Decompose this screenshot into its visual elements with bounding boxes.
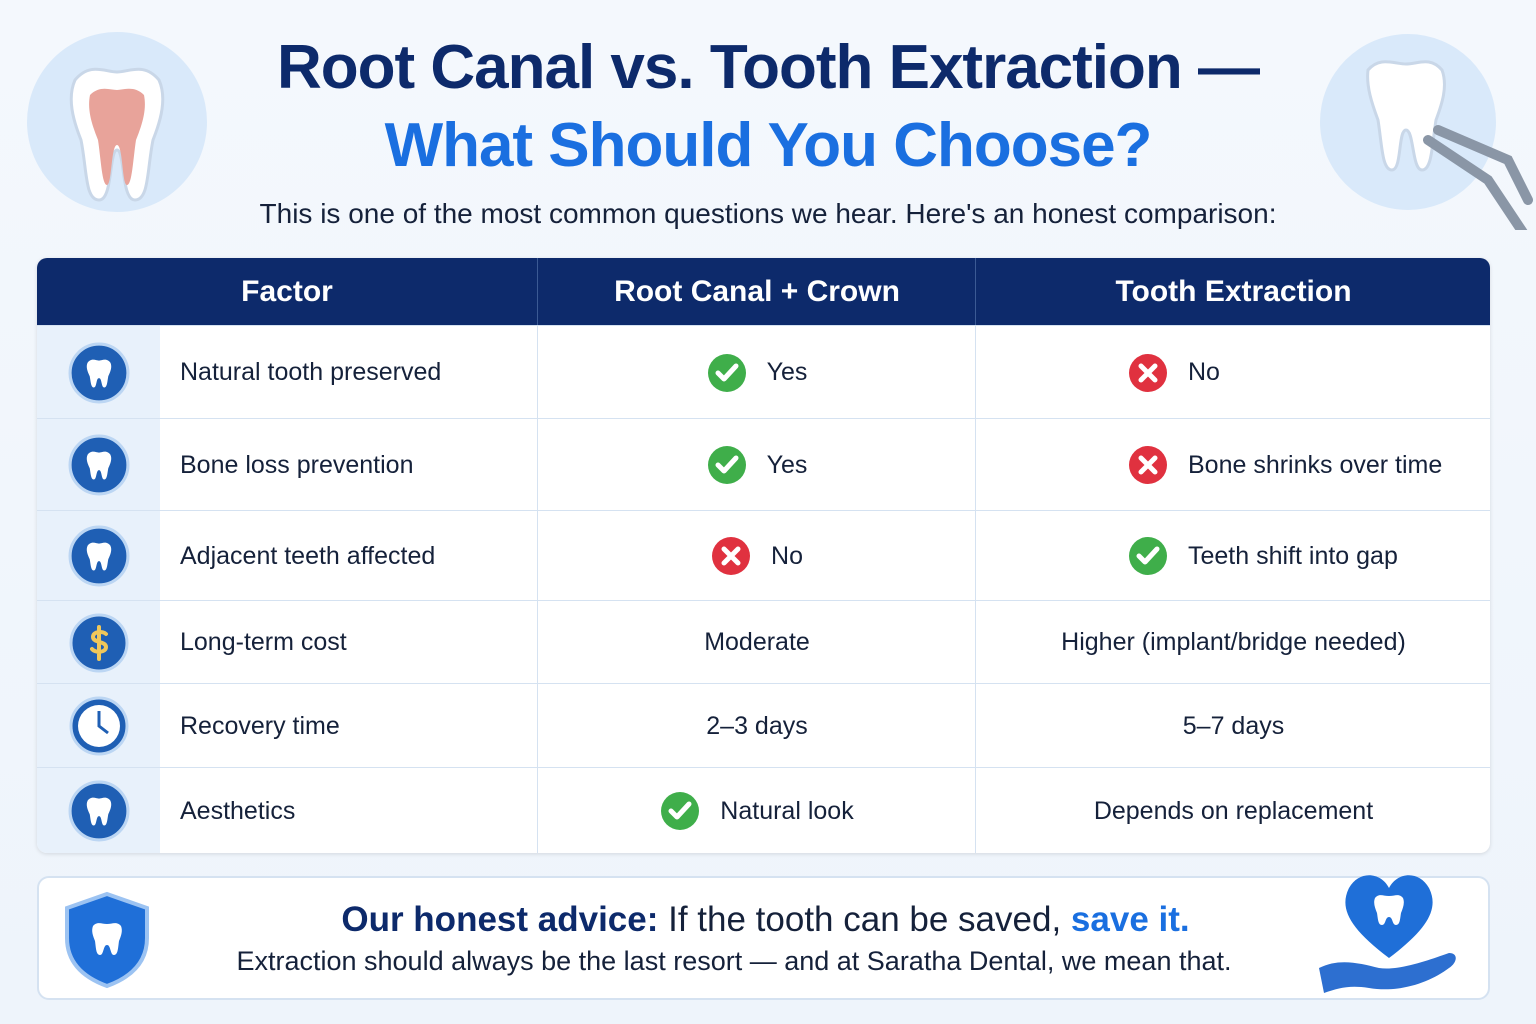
cell: No <box>1188 358 1220 386</box>
advice-emphasis: save it. <box>1070 900 1190 939</box>
comparison-table: Factor Root Canal + Crown Tooth Extracti… <box>37 258 1490 853</box>
check-icon <box>707 353 747 393</box>
row-icon <box>69 613 128 672</box>
extraction-illustration <box>1320 34 1533 230</box>
advice-box: Our honest advice: If the tooth can be s… <box>37 875 1492 1000</box>
column-header: Root Canal + Crown <box>537 258 976 325</box>
row-icon <box>68 342 130 404</box>
cell: Higher (implant/bridge needed) <box>975 601 1490 684</box>
advice-note: Extraction should always be the last res… <box>236 946 1232 976</box>
row-icon <box>68 434 130 496</box>
heart-hand-icon <box>1319 875 1456 993</box>
cell: Moderate <box>537 601 976 684</box>
title-highlight: What Should You Choose? <box>384 111 1153 180</box>
factor: Recovery time <box>180 711 340 740</box>
advice-text: If the tooth can be saved, <box>668 900 1062 939</box>
cell: Bone shrinks over time <box>1188 450 1443 479</box>
cell: Depends on replacement <box>975 768 1490 853</box>
table-row: Bone loss prevention Yes Bone shrinks ov… <box>37 418 1490 511</box>
factor: Aesthetics <box>180 796 296 825</box>
cell: Natural look <box>720 796 854 825</box>
shield-icon <box>65 891 149 989</box>
root-canal-illustration <box>27 32 207 212</box>
check-icon <box>660 791 700 831</box>
column-header: Factor <box>37 258 537 325</box>
check-icon <box>707 445 747 485</box>
cross-icon <box>1128 445 1168 485</box>
factor: Natural tooth preserved <box>180 358 442 386</box>
advice-line: Our honest advice: If the tooth can be s… <box>39 900 1492 940</box>
subtitle: This is one of the most common questions… <box>259 198 1277 229</box>
cell: 2–3 days <box>537 684 976 768</box>
factor: Long-term cost <box>180 628 347 656</box>
cell: Teeth shift into gap <box>1188 541 1398 570</box>
check-icon <box>1128 536 1168 576</box>
row-icon <box>68 780 130 842</box>
table-row: Recovery time 2–3 days 5–7 days <box>37 683 1490 768</box>
column-header: Tooth Extraction <box>975 258 1490 325</box>
title: Root Canal vs. Tooth Extraction — <box>276 33 1260 102</box>
table-row: Long-term cost Moderate Higher (implant/… <box>37 600 1490 684</box>
table-row: Adjacent teeth affected No Teeth shift i… <box>37 510 1490 601</box>
row-icon <box>68 525 130 587</box>
cell: 5–7 days <box>975 684 1490 768</box>
table-row: Natural tooth preserved Yes No <box>37 325 1490 419</box>
cell: Yes <box>766 358 808 386</box>
cross-icon <box>1128 353 1168 393</box>
table-row: Aesthetics Natural look Depends on repla… <box>37 767 1490 853</box>
factor: Adjacent teeth affected <box>180 541 436 570</box>
cross-icon <box>711 536 751 576</box>
cell: No <box>771 541 803 570</box>
cell: Yes <box>766 450 808 479</box>
row-icon <box>69 696 128 756</box>
factor: Bone loss prevention <box>180 450 414 479</box>
advice-label: Our honest advice: <box>341 900 659 939</box>
